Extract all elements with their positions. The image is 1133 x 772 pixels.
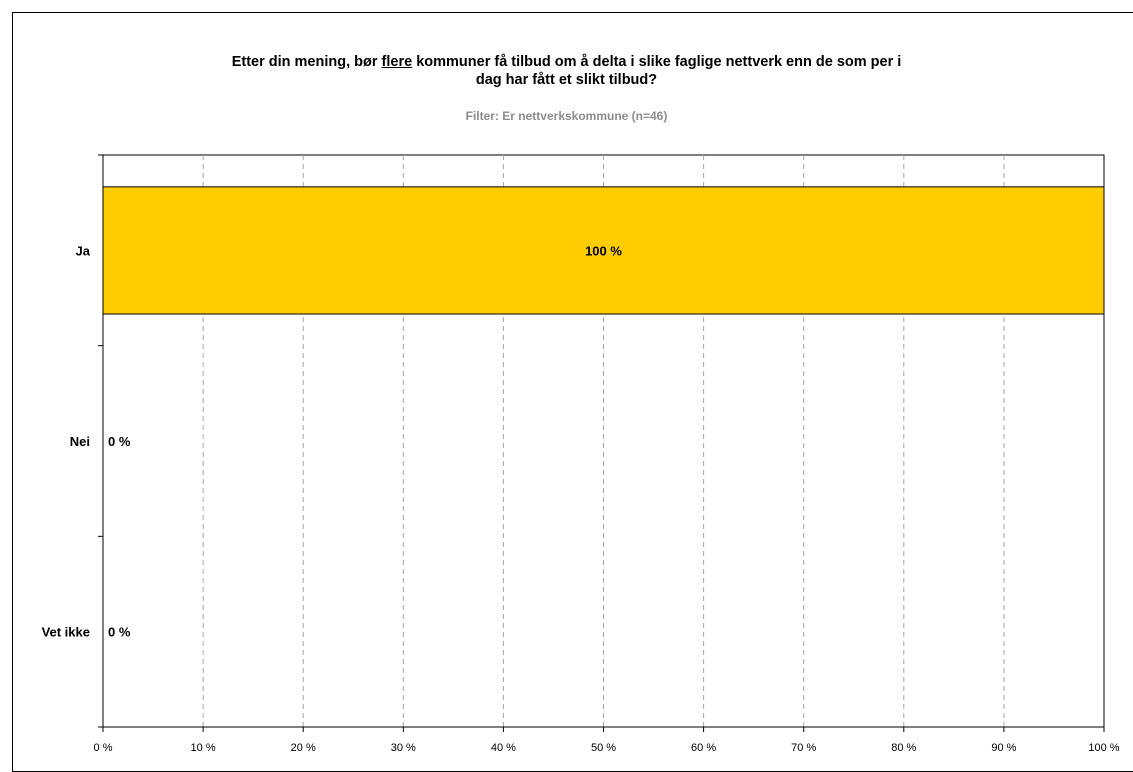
data-label-1: 0 % <box>108 434 131 449</box>
data-label-2: 0 % <box>108 625 131 640</box>
category-label-0: Ja <box>76 243 91 258</box>
chart-frame <box>12 12 1133 772</box>
title-part-1: Etter din mening, bør <box>231 54 382 70</box>
title-part-3: kommuner få tilbud om å delta i slike fa… <box>412 54 902 70</box>
category-label-2: Vet ikke <box>42 625 90 640</box>
x-tick-label-10: 100 % <box>1088 742 1119 754</box>
chart-title: Etter din mening, bør flere kommuner få … <box>0 53 1133 89</box>
x-tick-label-6: 60 % <box>691 742 716 754</box>
data-label-0: 100 % <box>585 243 622 258</box>
x-tick-label-4: 40 % <box>491 742 516 754</box>
x-tick-label-0: 0 % <box>94 742 113 754</box>
title-part-2: flere <box>381 54 413 70</box>
bar-0 <box>102 186 1105 315</box>
category-label-1: Nei <box>70 434 90 449</box>
chart-title-line-2: dag har fått et slikt tilbud? <box>475 72 658 88</box>
x-tick-label-2: 20 % <box>291 742 316 754</box>
chart-title-line-1: Etter din mening, bør flere kommuner få … <box>0 53 1133 71</box>
x-tick-label-8: 80 % <box>891 742 916 754</box>
chart-subtitle: Filter: Er nettverkskommune (n=46) <box>465 109 668 123</box>
x-tick-label-1: 10 % <box>191 742 216 754</box>
x-tick-label-5: 50 % <box>591 742 616 754</box>
x-tick-label-3: 30 % <box>391 742 416 754</box>
x-tick-label-7: 70 % <box>791 742 816 754</box>
x-tick-label-9: 90 % <box>991 742 1016 754</box>
